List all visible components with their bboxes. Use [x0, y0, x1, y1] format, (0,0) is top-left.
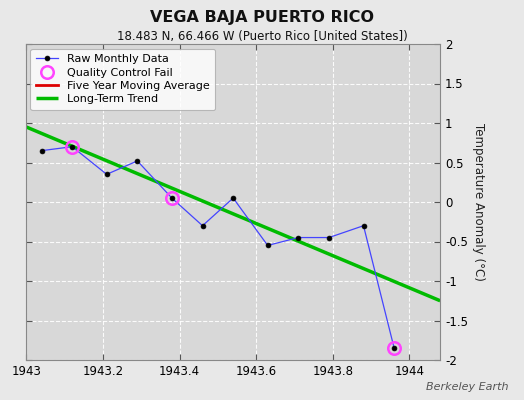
Text: 18.483 N, 66.466 W (Puerto Rico [United States]): 18.483 N, 66.466 W (Puerto Rico [United …: [117, 30, 407, 43]
Legend: Raw Monthly Data, Quality Control Fail, Five Year Moving Average, Long-Term Tren: Raw Monthly Data, Quality Control Fail, …: [30, 49, 215, 110]
Text: VEGA BAJA PUERTO RICO: VEGA BAJA PUERTO RICO: [150, 10, 374, 25]
Raw Monthly Data: [361, 223, 367, 228]
Raw Monthly Data: [134, 158, 140, 163]
Raw Monthly Data: [104, 172, 110, 177]
Raw Monthly Data: [265, 243, 271, 248]
Raw Monthly Data: [38, 148, 45, 153]
Text: Berkeley Earth: Berkeley Earth: [426, 382, 508, 392]
Raw Monthly Data: [391, 346, 397, 350]
Quality Control Fail: [69, 144, 75, 149]
Line: Quality Control Fail: Quality Control Fail: [66, 140, 400, 354]
Raw Monthly Data: [69, 144, 75, 149]
Raw Monthly Data: [326, 235, 332, 240]
Raw Monthly Data: [169, 196, 175, 200]
Raw Monthly Data: [230, 196, 236, 200]
Quality Control Fail: [391, 346, 397, 350]
Raw Monthly Data: [295, 235, 301, 240]
Quality Control Fail: [169, 196, 175, 200]
Line: Raw Monthly Data: Raw Monthly Data: [39, 144, 397, 350]
Y-axis label: Temperature Anomaly (°C): Temperature Anomaly (°C): [472, 123, 485, 281]
Raw Monthly Data: [199, 223, 205, 228]
